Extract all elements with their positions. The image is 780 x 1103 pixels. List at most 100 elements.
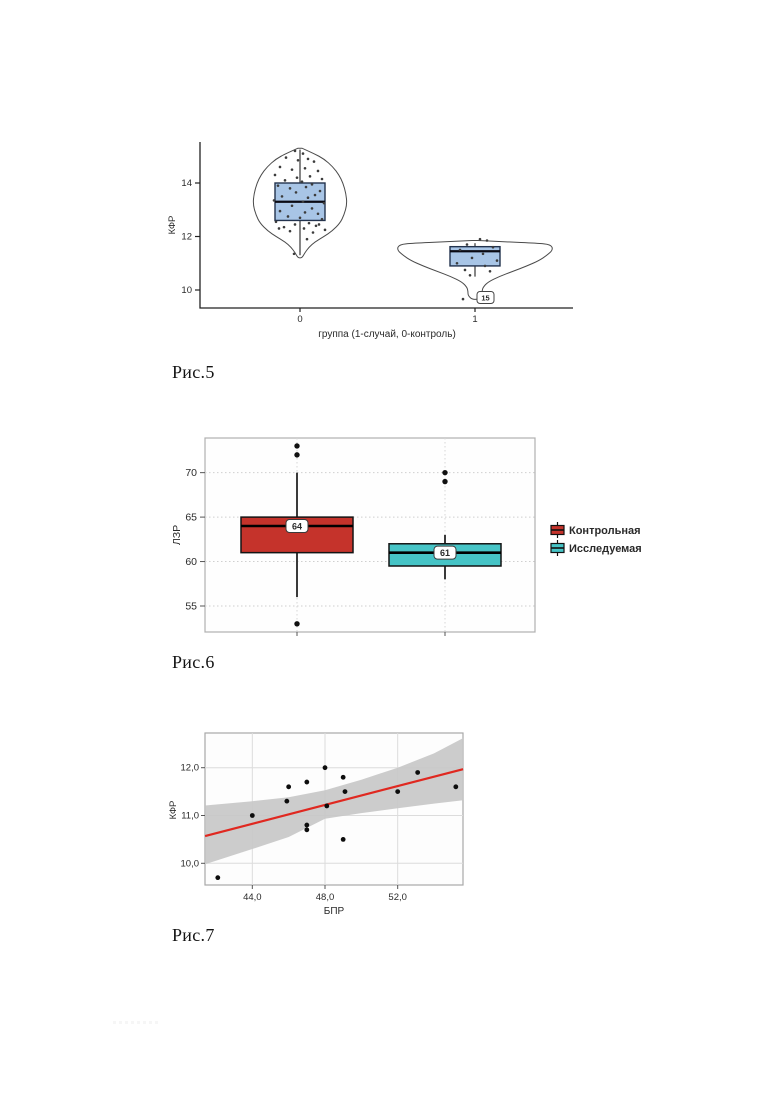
jitter-point [483, 264, 487, 268]
violin-outline [397, 240, 553, 300]
jitter-point [316, 212, 320, 216]
data-point [453, 784, 459, 790]
jitter-point [465, 243, 469, 246]
jitter-point [284, 156, 288, 159]
jitter-point [488, 269, 492, 273]
jitter-point [310, 183, 314, 186]
figure-6-caption: Рис.6 [172, 652, 215, 672]
jitter-point [290, 204, 294, 208]
jitter-point [323, 228, 327, 232]
y-tick-label: 70 [185, 467, 197, 479]
grouped-boxplot-chart: 55 60 65 70 64 61 ЛЗР Контрольная Исследуемая [171, 437, 642, 636]
data-point [215, 875, 221, 881]
regression-line [204, 768, 464, 838]
data-point [324, 803, 330, 809]
figure-7-caption: Рис.7 [172, 925, 215, 945]
x-tick-label: 44,0 [243, 892, 262, 903]
x-tick-label: 48,0 [316, 892, 335, 903]
jitter-point [495, 259, 499, 262]
jitter-point [277, 227, 281, 230]
jitter-point [320, 217, 324, 221]
jitter-point [318, 189, 322, 193]
jitter-point [458, 248, 462, 252]
jitter-point [313, 193, 317, 197]
jitter-point [292, 252, 296, 256]
y-tick-label: 60 [185, 556, 197, 568]
outlier-point [442, 478, 448, 485]
y-tick-label: 55 [185, 601, 197, 613]
jitter-point [317, 223, 321, 226]
jitter-point [283, 179, 287, 182]
jitter-point [288, 187, 292, 190]
data-point [340, 774, 346, 780]
data-point [340, 837, 346, 842]
jitter-point [307, 221, 311, 225]
outlier-label-box [476, 290, 495, 304]
jitter-point [322, 201, 326, 205]
jitter-point [316, 169, 320, 173]
jitter-point [273, 173, 277, 177]
legend-label: Исследуемая [569, 543, 642, 555]
jitter-point [303, 211, 307, 214]
jitter-point [300, 180, 304, 183]
y-tick-label: 10 [181, 285, 192, 296]
jitter-point [303, 166, 307, 170]
jitter-point [293, 223, 297, 226]
x-axis-title: БПР [324, 906, 345, 917]
y-tick-label: 12 [181, 232, 192, 243]
jitter-point [298, 216, 302, 220]
jitter-point [296, 158, 300, 162]
data-point [286, 784, 292, 790]
jitter-point [295, 176, 299, 179]
jitter-point [470, 256, 474, 260]
median-label: 64 [292, 521, 302, 531]
x-tick-label: 1 [472, 314, 477, 325]
y-tick-label: 11,0 [181, 811, 199, 822]
jitter-point [304, 185, 308, 189]
jitter-point [301, 152, 305, 155]
scatter-regression-chart: 44,0 48,0 52,0 10,0 11,0 12,0 БПР КФР [168, 732, 464, 917]
x-tick-label: 52,0 [388, 892, 407, 903]
data-point [304, 779, 310, 785]
data-point [249, 813, 255, 818]
jitter-point [455, 261, 459, 265]
data-point [284, 798, 290, 804]
outlier-point [294, 443, 300, 449]
y-tick-label: 14 [181, 178, 192, 189]
data-point [322, 765, 328, 771]
axes [199, 142, 573, 309]
x-tick-label: 0 [297, 314, 302, 325]
jitter-point [481, 252, 485, 256]
violin-boxplot-chart: 10 12 14 0 15 1 группа (1-случай, 0-контроль) К… [167, 142, 573, 340]
legend-label: Контрольная [569, 525, 641, 537]
outlier-point [294, 621, 300, 627]
jitter-point [282, 225, 286, 229]
jitter-point [302, 227, 306, 230]
jitter-point [293, 149, 297, 153]
jitter-point [314, 224, 318, 228]
jitter-point [286, 215, 290, 218]
figure-5-caption: Рис.5 [172, 362, 215, 382]
data-point [395, 789, 401, 794]
jitter-point [478, 237, 482, 241]
y-axis-title: КФР [168, 801, 179, 820]
jitter-point [310, 207, 314, 210]
jitter-point [311, 231, 315, 234]
jitter-point [461, 297, 465, 301]
jitter-point [278, 209, 282, 213]
jitter-point [312, 160, 316, 163]
x-axis-title: группа (1-случай, 0-контроль) [318, 329, 456, 340]
y-tick-label: 10,0 [181, 858, 200, 869]
jitter-point [306, 196, 310, 200]
outlier-label: 15 [481, 293, 489, 302]
y-tick-label: 65 [185, 512, 197, 524]
data-point [304, 822, 310, 828]
outlier-point [442, 469, 448, 476]
jitter-point [320, 177, 324, 181]
confidence-band [205, 738, 464, 865]
jitter-point [290, 168, 294, 171]
jitter-point [278, 165, 282, 169]
y-tick-label: 12,0 [181, 763, 200, 774]
jitter-point [274, 220, 278, 224]
